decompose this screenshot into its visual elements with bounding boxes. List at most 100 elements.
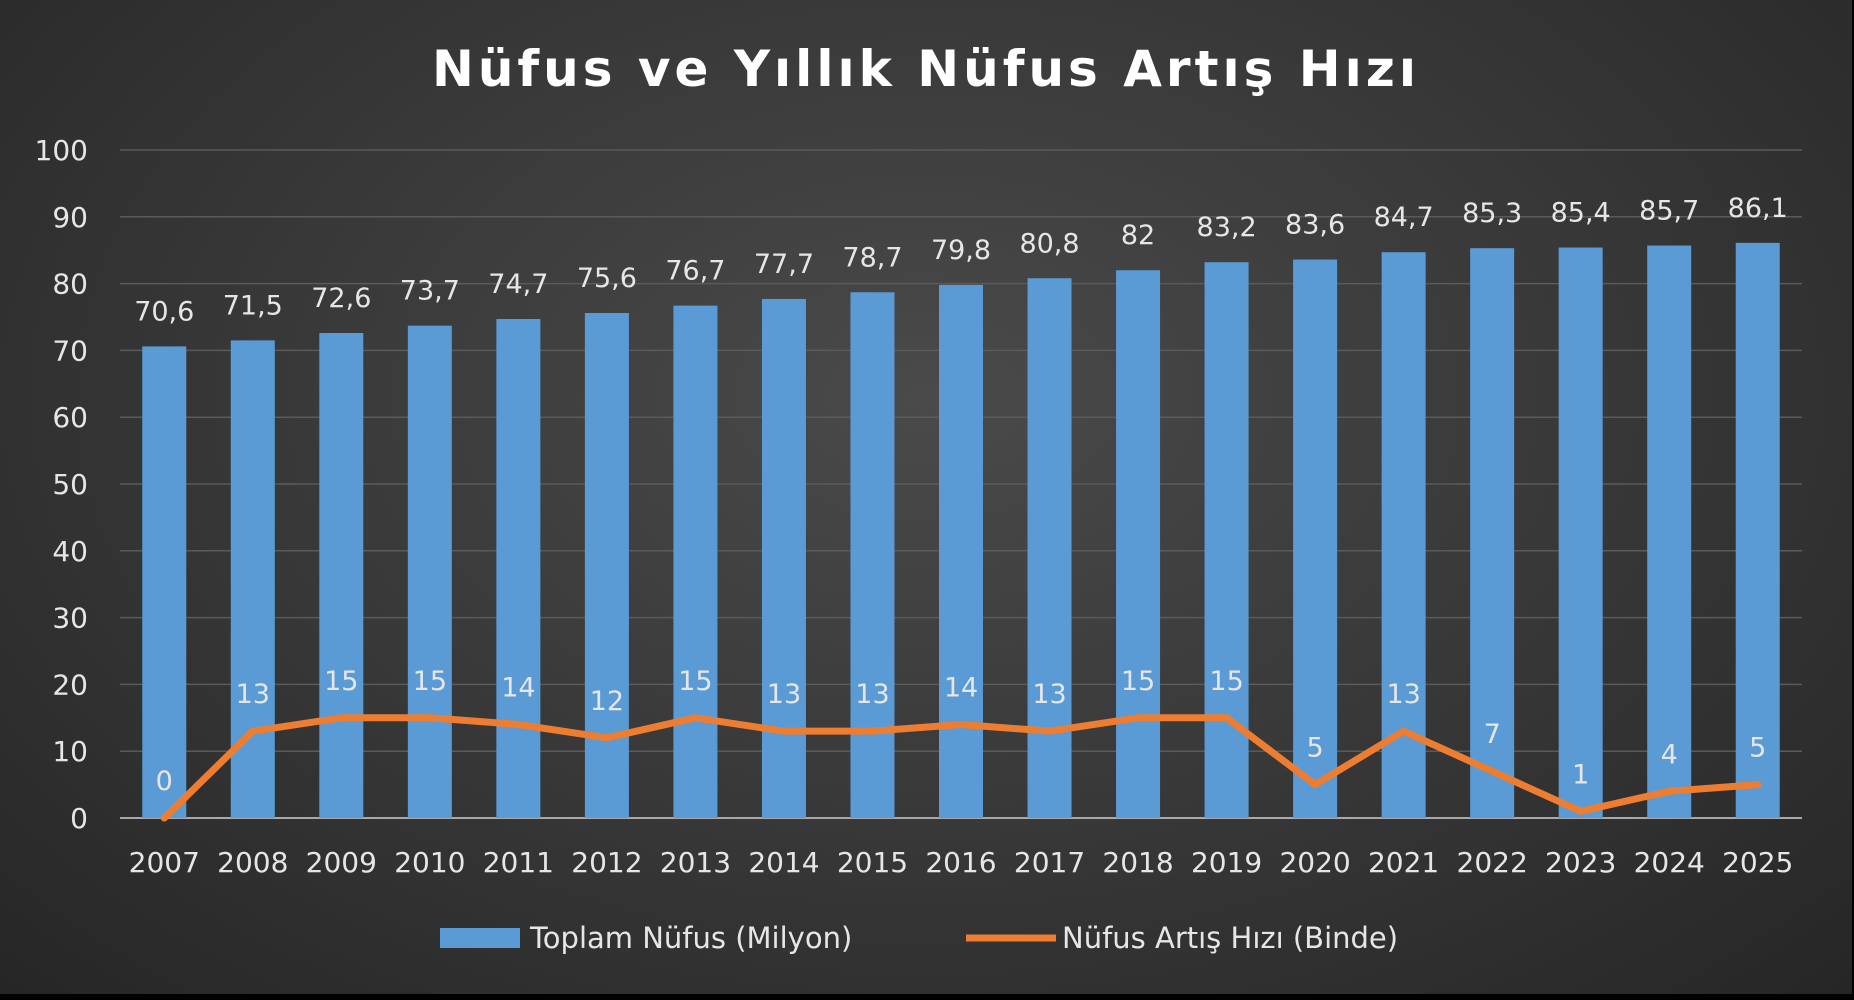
bar [939,284,983,818]
line-value-label: 0 [156,766,173,797]
legend-bar-swatch [440,928,520,948]
bar [673,305,718,818]
y-tick-label: 80 [52,268,88,301]
bar-value-label: 73,7 [400,276,460,307]
bar-value-label: 82 [1121,220,1155,251]
legend-bar-label: Toplam Nüfus (Milyon) [529,921,852,955]
legend-line-label: Nüfus Artış Hızı (Binde) [1062,921,1398,955]
bar-value-label: 78,7 [842,242,902,273]
y-tick-label: 50 [52,468,88,501]
line-point [1665,787,1673,795]
line-value-label: 15 [1121,666,1155,697]
x-tick-label: 2024 [1634,846,1705,879]
y-axis-ticks: 0 10 20 30 40 50 60 70 80 90 100 [35,134,88,835]
bar [142,346,187,818]
bar-value-label: 77,7 [754,249,814,280]
y-tick-label: 10 [52,735,88,768]
x-tick-label: 2018 [1102,846,1173,879]
bar-value-label: 79,8 [931,235,991,266]
bar-value-label: 76,7 [665,256,725,287]
bar [850,292,895,818]
bar-value-label: 84,7 [1374,202,1434,233]
y-tick-label: 40 [52,535,88,568]
bar-value-label: 75,6 [577,263,637,294]
line-point [603,734,611,742]
x-tick-label: 2023 [1545,846,1616,879]
y-tick-label: 30 [52,602,88,635]
line-point [160,814,168,822]
bar [1027,278,1072,819]
bar [1381,252,1426,819]
line-point [1400,727,1408,735]
line-value-label: 15 [413,666,447,697]
line-value-label: 13 [767,679,801,710]
line-point [337,714,345,722]
y-tick-label: 60 [52,401,88,434]
bar [1470,248,1515,819]
y-tick-label: 20 [52,668,88,701]
bar [496,319,541,818]
y-tick-label: 100 [35,134,88,167]
bar [584,312,629,818]
bar-value-label: 85,7 [1639,196,1699,227]
bar [1293,259,1338,818]
x-tick-label: 2022 [1457,846,1528,879]
line-value-label: 5 [1749,733,1766,764]
bar [1116,270,1161,818]
x-tick-label: 2025 [1722,846,1793,879]
line-point [249,727,257,735]
bar-value-label: 83,6 [1285,210,1345,241]
x-tick-label: 2014 [748,846,819,879]
y-tick-label: 0 [70,802,88,835]
x-tick-label: 2011 [483,846,554,879]
bar [407,325,452,818]
bar-value-label: 85,4 [1551,198,1611,229]
line-point [1754,781,1762,789]
x-tick-label: 2007 [129,846,200,879]
x-tick-label: 2016 [925,846,996,879]
bar-value-label: 70,6 [134,296,194,327]
line-value-label: 13 [236,679,270,710]
bar [761,298,806,818]
line-value-label: 4 [1661,739,1678,770]
x-tick-label: 2013 [660,846,731,879]
legend: Toplam Nüfus (Milyon) Nüfus Artış Hızı (… [440,921,1398,955]
bar-value-label: 85,3 [1462,198,1522,229]
bar-series: 70,6 71,5 72,6 73,7 74,7 75,6 76,7 77,7 78,7 79,8… [134,193,1788,819]
line-point [1311,781,1319,789]
chart-title: Nüfus ve Yıllık Nüfus Artış Hızı [432,40,1420,98]
x-tick-label: 2015 [837,846,908,879]
line-value-label: 13 [1032,679,1066,710]
bar [1647,245,1692,819]
bar-value-label: 72,6 [311,283,371,314]
line-point [957,720,965,728]
line-value-label: 15 [1209,666,1243,697]
line-point [691,714,699,722]
line-value-label: 7 [1484,719,1501,750]
line-value-label: 5 [1307,733,1324,764]
line-value-label: 12 [590,686,624,717]
line-value-label: 13 [855,679,889,710]
bar [1204,262,1249,818]
line-point [514,720,522,728]
x-tick-label: 2012 [571,846,642,879]
bar-value-label: 74,7 [488,269,548,300]
x-axis-ticks: 2007 2008 2009 2010 2011 2012 2013 2014 2015 2016… [129,846,1794,879]
bar [1735,242,1780,819]
x-tick-label: 2009 [306,846,377,879]
line-value-label: 14 [501,672,535,703]
line-point [1046,727,1054,735]
line-point [780,727,788,735]
line-value-label: 15 [324,666,358,697]
line-value-label: 15 [678,666,712,697]
y-tick-label: 70 [52,334,88,367]
line-point [1223,714,1231,722]
line-point [1577,807,1585,815]
line-point [1488,767,1496,775]
x-tick-label: 2010 [394,846,465,879]
x-tick-label: 2021 [1368,846,1439,879]
line-value-label: 1 [1572,759,1589,790]
